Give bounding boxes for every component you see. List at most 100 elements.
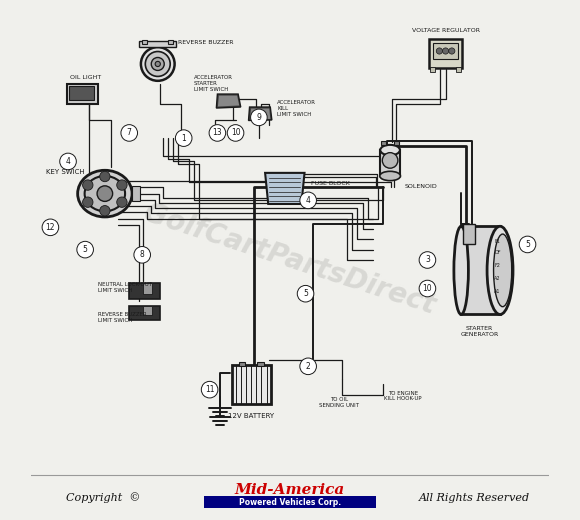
Ellipse shape [382,153,398,168]
Text: FUSE BLOCK: FUSE BLOCK [311,181,350,186]
Circle shape [77,241,93,258]
Ellipse shape [380,145,400,155]
Bar [456,67,461,72]
Bar [143,306,152,316]
Ellipse shape [78,170,132,217]
Text: TO OIL
SENDING UNIT: TO OIL SENDING UNIT [319,397,359,408]
Bar [129,306,160,320]
Text: 9: 9 [256,113,262,122]
Circle shape [419,252,436,268]
Circle shape [117,197,127,207]
Polygon shape [248,107,272,121]
Ellipse shape [454,226,469,315]
Ellipse shape [146,51,170,76]
Text: Copyright  ©: Copyright © [66,492,140,503]
Circle shape [443,48,449,54]
Bar [380,150,400,176]
Bar [381,141,386,146]
Text: 10: 10 [231,128,240,137]
Text: 13: 13 [213,128,222,137]
Text: KEY SWICH: KEY SWICH [46,169,85,175]
Polygon shape [265,173,304,204]
Ellipse shape [155,61,160,67]
Text: 12: 12 [46,223,55,232]
Text: 2: 2 [306,362,310,371]
Ellipse shape [97,186,113,201]
Text: STARTER
GENERATOR: STARTER GENERATOR [460,327,498,337]
Text: 5: 5 [83,245,88,254]
Text: SOLENOID: SOLENOID [405,184,437,189]
Text: A2: A2 [494,276,501,281]
Bar [168,40,173,44]
Polygon shape [216,94,241,108]
Circle shape [419,280,436,297]
Circle shape [100,205,110,216]
Circle shape [82,197,93,207]
Bar [461,226,500,315]
Circle shape [82,180,93,190]
Circle shape [251,109,267,126]
Text: ACCELERATOR
KILL
LIMIT SWICH: ACCELERATOR KILL LIMIT SWICH [277,100,316,117]
Text: 5: 5 [303,289,308,298]
Text: 10: 10 [423,284,432,293]
Text: 11: 11 [205,385,215,394]
Ellipse shape [380,171,400,180]
Text: NEUTRAL LOCK-OUT
LIMIT SWICH: NEUTRAL LOCK-OUT LIMIT SWICH [98,282,152,293]
Text: 12V BATTERY: 12V BATTERY [228,413,274,419]
Text: 5: 5 [525,240,530,249]
Text: 3: 3 [425,255,430,265]
Bar [129,283,160,299]
Circle shape [134,246,150,263]
Bar [69,86,94,100]
Circle shape [300,358,317,374]
Text: A1: A1 [494,289,501,294]
Text: OIL LIGHT: OIL LIGHT [70,75,101,80]
Circle shape [436,48,443,54]
Text: GolfCartPartsDirect: GolfCartPartsDirect [140,200,440,320]
Text: REVERSE BUZZER: REVERSE BUZZER [179,40,234,45]
Bar [132,186,140,201]
Bar [258,361,263,366]
Ellipse shape [141,47,175,81]
Circle shape [117,180,127,190]
Text: TO ENGINE
KILL HOOK-UP: TO ENGINE KILL HOOK-UP [384,391,422,401]
Text: 1: 1 [182,134,186,142]
Ellipse shape [487,226,513,315]
Bar [139,41,176,47]
FancyBboxPatch shape [204,497,376,508]
Polygon shape [250,109,270,120]
Bar [463,224,474,244]
Text: Powered Vehicles Corp.: Powered Vehicles Corp. [239,498,341,506]
Circle shape [227,125,244,141]
Text: REVERSE BUZZER
LIMIT SWICH: REVERSE BUZZER LIMIT SWICH [98,312,147,323]
Circle shape [300,192,317,209]
Bar [67,84,98,104]
Ellipse shape [85,176,125,211]
Circle shape [298,285,314,302]
Circle shape [519,236,536,253]
Ellipse shape [494,234,512,307]
Circle shape [60,153,77,170]
Text: 4: 4 [306,196,310,205]
Bar [142,40,147,44]
Circle shape [449,48,455,54]
Circle shape [100,171,110,181]
Text: 8: 8 [140,250,144,259]
Text: VOLTAGE REGULATOR: VOLTAGE REGULATOR [412,28,480,33]
Text: 4: 4 [66,157,71,166]
Text: Mid-America: Mid-America [235,483,345,497]
Circle shape [121,125,137,141]
Bar [231,365,270,404]
Bar [433,43,458,59]
Bar [429,40,462,68]
Text: All Rights Reserved: All Rights Reserved [419,492,530,502]
Circle shape [175,130,192,147]
Polygon shape [218,96,239,107]
Text: DF: DF [494,250,501,255]
Ellipse shape [151,58,164,70]
Text: F1: F1 [495,239,501,244]
Bar [238,361,245,366]
Text: 7: 7 [127,128,132,137]
Text: F2: F2 [495,263,501,268]
Circle shape [42,219,59,236]
